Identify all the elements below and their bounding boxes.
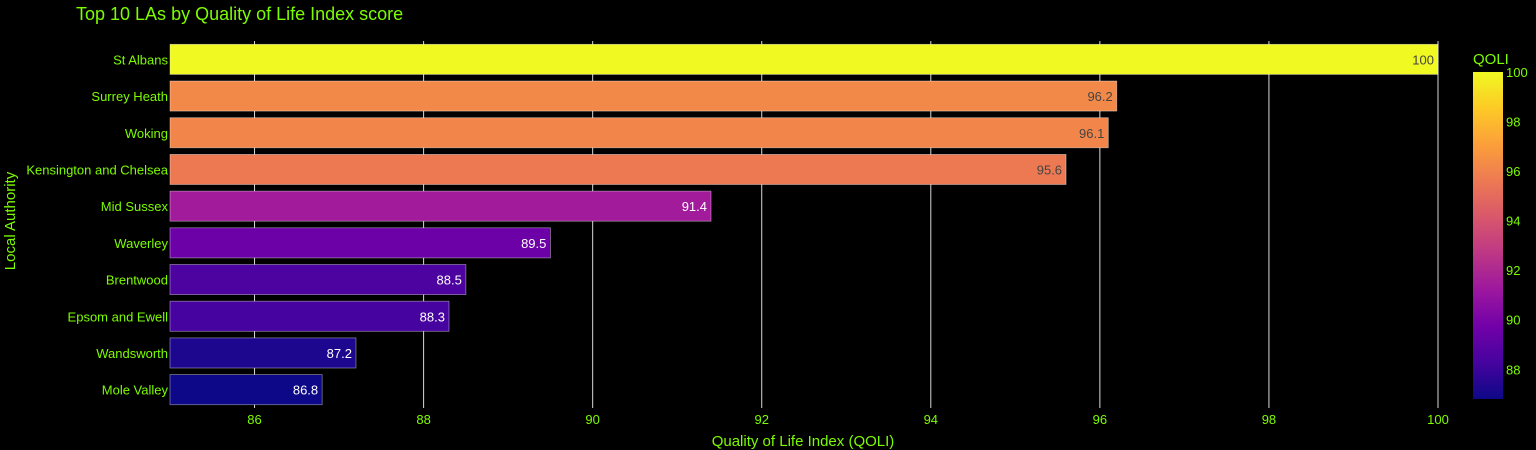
y-tick-label: Mole Valley (102, 383, 169, 398)
bar[interactable] (169, 80, 1118, 112)
x-tick-label: 94 (924, 412, 938, 427)
y-tick-label: Woking (125, 126, 168, 141)
y-axis: St Albans Surrey Heath Woking Kensington an… (26, 52, 168, 397)
x-tick-label: 92 (754, 412, 768, 427)
colorbar-tick-label: 88 (1506, 362, 1520, 377)
bar-data-label: 95.6 (1037, 162, 1062, 177)
bar[interactable] (169, 227, 551, 259)
bar[interactable] (169, 117, 1109, 149)
bar-data-label: 87.2 (327, 346, 352, 361)
bar[interactable] (169, 374, 323, 406)
x-tick-label: 88 (416, 412, 430, 427)
colorbar-ticks: 88 90 92 94 96 98 100 (1506, 65, 1528, 377)
colorbar-tick-label: 94 (1506, 214, 1520, 229)
colorbar-tick-label: 96 (1506, 164, 1520, 179)
bar-data-label: 89.5 (521, 236, 546, 251)
y-tick-label: Mid Sussex (101, 199, 169, 214)
y-axis-title: Local Authority (2, 171, 19, 270)
x-axis: 86 88 90 92 94 96 98 100 (247, 412, 1449, 427)
bar[interactable] (169, 264, 467, 295)
colorbar-tick-label: 90 (1506, 313, 1520, 328)
bar[interactable] (169, 154, 1067, 185)
x-tick-label: 96 (1093, 412, 1107, 427)
x-axis-title: Quality of Life Index (QOLI) (712, 433, 895, 450)
y-tick-label: Epsom and Ewell (68, 309, 169, 324)
x-tick-label: 86 (247, 412, 261, 427)
colorbar-tick-label: 100 (1506, 65, 1528, 80)
chart-title: Top 10 LAs by Quality of Life Index scor… (76, 4, 403, 24)
bar-data-label: 88.5 (437, 273, 462, 288)
y-tick-label: Kensington and Chelsea (26, 162, 168, 177)
colorbar-tick-label: 92 (1506, 263, 1520, 278)
bar[interactable] (169, 190, 712, 222)
x-tick-label: 98 (1262, 412, 1276, 427)
bar[interactable] (169, 337, 357, 369)
colorbar-title: QOLI (1473, 51, 1509, 68)
bar[interactable] (169, 300, 450, 332)
bar[interactable] (169, 43, 1439, 75)
y-tick-label: St Albans (113, 52, 168, 67)
y-tick-label: Wandsworth (96, 346, 168, 361)
bar-data-label: 96.1 (1079, 126, 1104, 141)
bar-data-label: 100 (1412, 52, 1434, 67)
colorbar-gradient (1473, 72, 1503, 399)
colorbar-tick-label: 98 (1506, 115, 1520, 130)
colorbar: QOLI 88 90 92 94 96 98 100 (1473, 51, 1528, 399)
bar-data-label: 88.3 (420, 309, 445, 324)
y-tick-label: Waverley (114, 236, 168, 251)
bar-data-label: 86.8 (293, 383, 318, 398)
bar-data-label: 91.4 (682, 199, 707, 214)
y-tick-label: Surrey Heath (91, 89, 168, 104)
bars: 100 96.2 96.1 95.6 91.4 89.5 88.5 88.3 87.2 86.8 (169, 43, 1439, 406)
x-tick-label: 100 (1427, 412, 1449, 427)
bar-data-label: 96.2 (1087, 89, 1112, 104)
y-tick-label: Brentwood (106, 273, 168, 288)
x-tick-label: 90 (585, 412, 599, 427)
